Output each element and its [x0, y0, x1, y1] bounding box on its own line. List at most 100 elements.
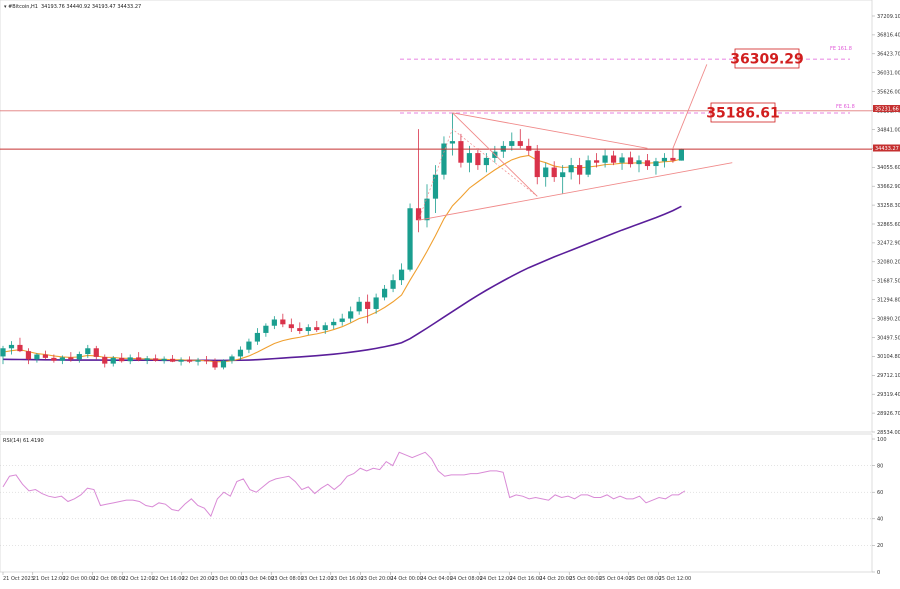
time-tick-label: 24 Oct 00:00 — [390, 576, 423, 582]
time-tick-label: 25 Oct 08:00 — [629, 576, 662, 582]
candle-body — [144, 358, 150, 361]
candle-body — [246, 341, 252, 350]
candle-body — [59, 357, 65, 361]
price-tick-label: 35626.00 — [877, 89, 900, 95]
candle-body — [93, 348, 99, 357]
resistance-callout-box — [710, 102, 776, 123]
ema-slow-layer — [2, 205, 682, 362]
time-tick-label: 23 Oct 00:00 — [212, 576, 245, 582]
candle-body — [670, 157, 676, 161]
target-level-label: FE 161.8 — [830, 46, 852, 52]
candle-body — [644, 160, 651, 167]
price-tick-label: 36031.00 — [877, 71, 900, 77]
candle-body — [661, 157, 668, 162]
candle-body — [339, 318, 345, 322]
price-tick-label: 30497.50 — [877, 335, 900, 341]
price-tick-label: 30104.80 — [877, 354, 900, 360]
ohlc-label: 34193.76 34440.92 34193.47 34433.27 — [41, 4, 141, 10]
candle-body — [76, 354, 82, 360]
candle-body — [610, 155, 617, 163]
candle-body — [119, 357, 125, 362]
pivot-price-tag-box — [873, 105, 900, 112]
current-price-tag-text: 34433.27 — [875, 146, 899, 152]
candle-body — [297, 328, 303, 332]
triangle-lower-line — [418, 162, 733, 221]
symbol-label: #Bitcoin,H1 — [8, 4, 38, 10]
price-tick-label: 29319.40 — [877, 392, 900, 398]
candle-body — [390, 280, 396, 289]
time-tick-label: 23 Oct 20:00 — [361, 576, 394, 582]
candle-body — [483, 157, 489, 166]
rsi-tick-label: 20 — [877, 543, 883, 549]
pivot-price-tag-text: 35231.66 — [875, 107, 899, 113]
candle-body — [161, 358, 167, 361]
resistance-callout: 35186.61 — [706, 102, 780, 123]
candle-body — [577, 165, 583, 175]
pivot-price-tag: 35231.66 — [873, 105, 900, 113]
projection-line — [672, 64, 708, 149]
rsi-header: RSI(14) 61.4190 — [3, 438, 44, 444]
price-tick-label: 31687.50 — [877, 279, 900, 285]
candle-body — [314, 327, 320, 331]
candle-body — [305, 327, 311, 332]
candle-body — [263, 325, 269, 333]
candle-body — [254, 332, 260, 342]
time-tick-label: 22 Oct 20:00 — [182, 576, 215, 582]
candle-body — [424, 198, 430, 221]
candle-body — [51, 357, 57, 361]
candle-body — [42, 354, 48, 358]
time-tick-label: 22 Oct 16:00 — [152, 576, 185, 582]
candle-body — [271, 319, 277, 326]
candle-body — [466, 153, 472, 163]
candle-body — [458, 141, 464, 163]
target-callout-box — [734, 48, 800, 69]
candle-body — [509, 141, 515, 146]
candle-body — [186, 359, 193, 362]
time-tick-label: 22 Oct 08:00 — [92, 576, 125, 582]
resistance-callout-text: 35186.61 — [706, 106, 780, 122]
triangle-upper-line — [452, 112, 648, 149]
candle-body — [8, 344, 15, 349]
candle-body — [449, 141, 456, 144]
candle-body — [356, 301, 362, 312]
candle-body — [153, 358, 159, 361]
time-tick-label: 22 Oct 12:00 — [122, 576, 155, 582]
candle-body — [551, 167, 557, 178]
candle-body — [475, 153, 481, 166]
candle-body — [68, 357, 74, 360]
candle-body — [331, 321, 337, 326]
ema-fast-layer — [2, 154, 682, 363]
rsi-tick-label: 100 — [877, 437, 887, 443]
time-tick-label: 21 Oct 12:00 — [33, 576, 66, 582]
price-tick-label: 34055.60 — [877, 165, 900, 171]
ema-slow-line — [2, 205, 682, 362]
candle-body — [229, 356, 235, 361]
candle-body — [110, 357, 116, 364]
price-tick-label: 32865.60 — [877, 222, 900, 228]
candle-body — [432, 174, 439, 199]
current-price-tag-box — [873, 144, 900, 152]
candle-body — [195, 360, 201, 362]
candle-body — [102, 356, 108, 364]
rsi-layer — [2, 451, 686, 518]
candle-body — [212, 361, 218, 368]
candle-body — [619, 157, 625, 163]
candle-body — [415, 208, 422, 221]
time-tick-label: 21 Oct 2023 — [3, 576, 34, 582]
candle-body — [237, 349, 244, 357]
price-tick-label: 37209.10 — [877, 14, 900, 20]
rsi-axis: 100 80 60 40 20 0 — [872, 437, 887, 576]
price-tick-label: 32080.20 — [877, 260, 900, 266]
price-tick-label: 36423.70 — [877, 52, 900, 58]
candle-body — [288, 324, 294, 329]
rsi-tick-label: 80 — [877, 463, 883, 469]
price-tick-label: 36816.40 — [877, 33, 900, 39]
time-tick-label: 25 Oct 04:00 — [599, 576, 632, 582]
target-callout-text: 36309.29 — [730, 52, 804, 68]
time-tick-label: 25 Oct 00:00 — [569, 576, 602, 582]
price-tick-label: 30890.20 — [877, 316, 900, 322]
candle-body — [373, 297, 379, 309]
